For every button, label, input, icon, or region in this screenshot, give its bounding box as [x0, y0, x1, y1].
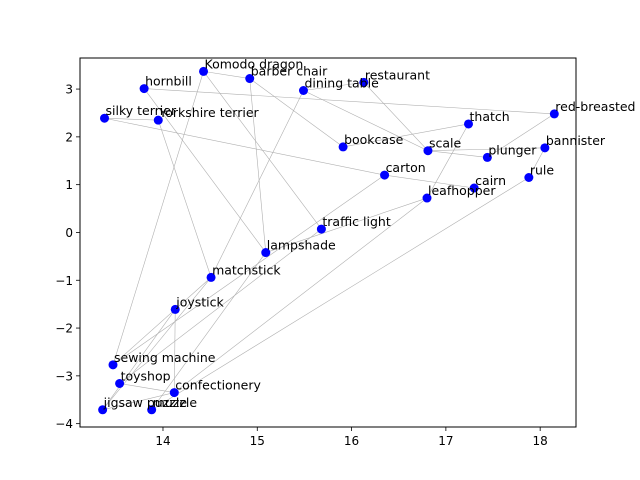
edge-line	[203, 71, 250, 79]
x-tick-label: 15	[250, 434, 265, 448]
point-label: silky terrier	[106, 103, 177, 118]
x-tick-label: 14	[155, 434, 170, 448]
data-point	[261, 248, 271, 258]
edge-line	[112, 277, 212, 366]
data-point	[199, 66, 209, 76]
point-label: leafhopper	[428, 183, 496, 198]
data-point	[100, 113, 110, 123]
edge-line	[144, 88, 555, 115]
point-label: scale	[429, 136, 462, 151]
data-point	[464, 119, 474, 129]
edges-layer	[102, 71, 555, 411]
edge-line	[426, 123, 469, 199]
x-axis: 14 15 16 17 18	[155, 427, 548, 448]
point-label: bookcase	[344, 132, 404, 147]
point-label: matchstick	[212, 262, 281, 277]
data-point	[169, 388, 179, 398]
edge-line	[303, 90, 429, 151]
data-point	[524, 172, 534, 182]
point-label: thatch	[470, 109, 510, 124]
data-point	[147, 405, 157, 415]
data-point	[245, 74, 255, 84]
point-label: carton	[386, 160, 426, 175]
data-point	[170, 304, 180, 314]
x-tick-label: 18	[533, 434, 548, 448]
data-point	[206, 272, 216, 282]
data-point	[338, 142, 348, 152]
point-label: jigsaw puzzle	[103, 395, 188, 410]
edge-line	[104, 117, 385, 176]
point-label: hornbill	[145, 74, 192, 89]
points-layer	[98, 66, 559, 415]
y-tick-label: 0	[65, 226, 73, 240]
y-tick-label: −3	[55, 369, 73, 383]
data-point	[540, 143, 550, 153]
point-label: traffic light	[322, 214, 390, 229]
edge-line	[151, 177, 530, 411]
plot-area-frame	[79, 57, 577, 428]
point-label: sewing machine	[114, 350, 216, 365]
data-point	[153, 115, 163, 125]
x-tick-label: 17	[438, 434, 453, 448]
edge-line	[487, 113, 555, 158]
point-label: red-breasted merganser	[555, 99, 640, 114]
point-label: barber chair	[251, 64, 328, 79]
y-tick-label: 3	[65, 83, 73, 97]
data-point	[139, 84, 149, 94]
data-point	[115, 379, 125, 389]
y-tick-label: 1	[65, 178, 73, 192]
edge-line	[210, 90, 304, 278]
data-point	[469, 183, 479, 193]
edge-line	[249, 78, 344, 148]
y-tick-label: 2	[65, 130, 73, 144]
edge-line	[174, 197, 428, 393]
point-label: plunger	[488, 142, 537, 157]
data-point	[380, 170, 390, 180]
edge-line	[249, 78, 267, 253]
edge-line	[151, 252, 267, 410]
edge-line	[119, 228, 322, 384]
edge-line	[112, 71, 204, 365]
point-label: confectionery	[175, 378, 261, 393]
edge-line	[143, 88, 267, 253]
point-label: muzzle	[153, 395, 198, 410]
edge-line	[157, 120, 212, 278]
edge-line	[265, 197, 428, 253]
point-label: Komodo dragon	[205, 56, 304, 71]
edge-line	[427, 147, 545, 152]
point-label: lampshade	[267, 238, 336, 253]
data-point	[316, 224, 326, 234]
data-point	[422, 193, 432, 203]
data-point	[108, 360, 118, 370]
edge-line	[102, 309, 176, 410]
x-tick-label: 16	[344, 434, 359, 448]
y-tick-label: −4	[55, 417, 73, 431]
edge-line	[384, 174, 475, 189]
y-tick-label: −2	[55, 322, 73, 336]
edge-line	[528, 147, 546, 178]
point-label: dining table	[304, 76, 379, 91]
point-label: joystick	[175, 294, 224, 309]
data-point	[482, 152, 492, 162]
point-label: rule	[530, 162, 555, 177]
edge-line	[343, 123, 469, 148]
data-point	[298, 86, 308, 96]
edge-line	[303, 82, 364, 91]
data-point	[98, 405, 108, 415]
y-axis: −4 −3 −2 −1 0 1 2 3	[55, 83, 80, 431]
data-point	[423, 146, 433, 156]
data-point	[549, 109, 559, 119]
edge-line	[104, 117, 159, 121]
point-label: Yorkshire terrier	[158, 105, 259, 120]
point-label: restaurant	[365, 67, 430, 82]
data-point	[359, 77, 369, 87]
edge-line	[427, 150, 488, 158]
edge-line	[363, 82, 429, 151]
point-label: cairn	[475, 173, 506, 188]
y-tick-label: −1	[55, 274, 73, 288]
point-label: toyshop	[121, 369, 171, 384]
